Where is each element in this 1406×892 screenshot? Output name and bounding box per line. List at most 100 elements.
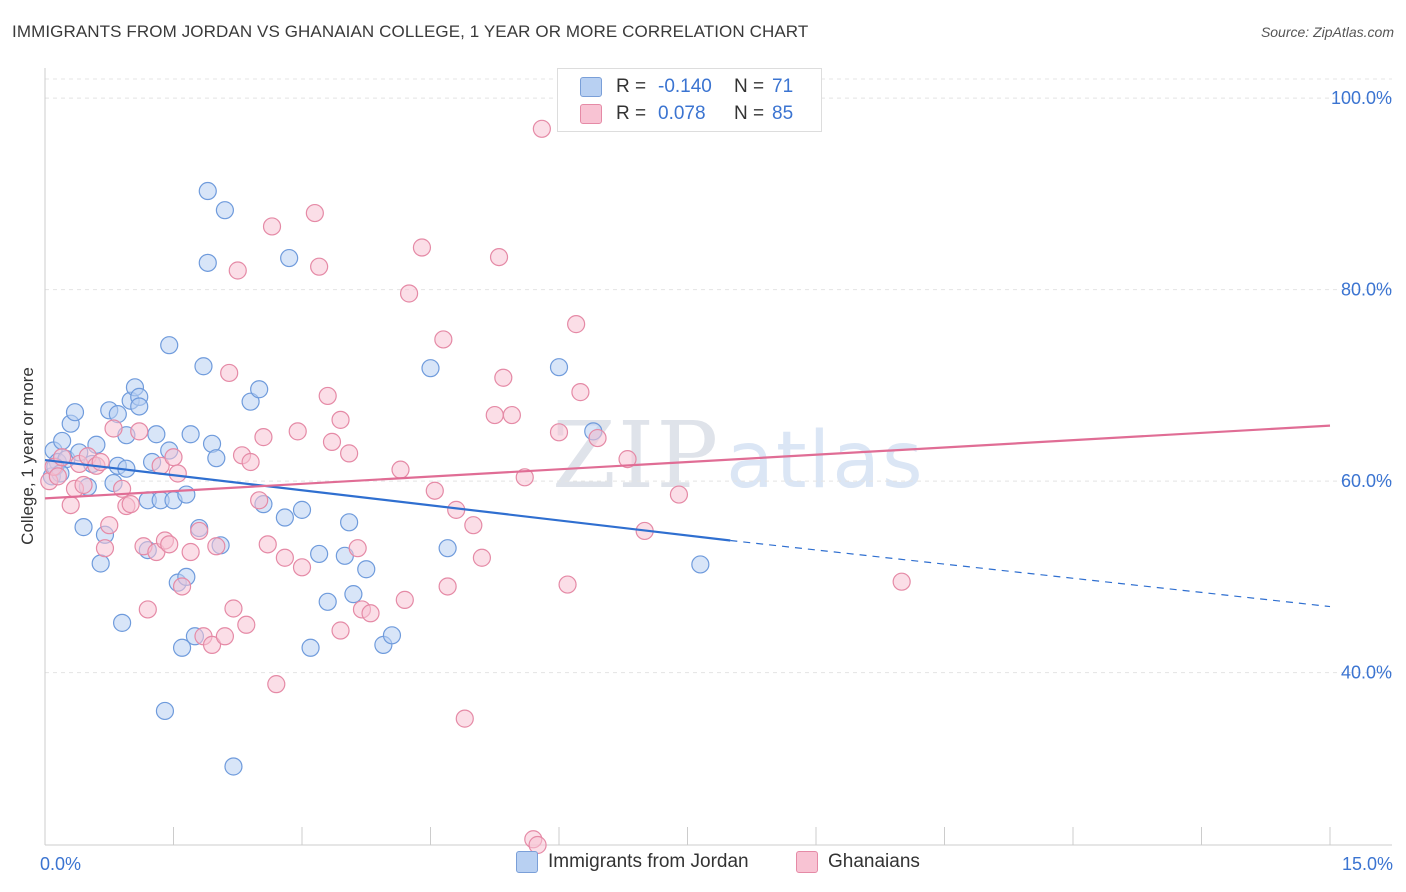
ghanaian-point	[61, 495, 80, 515]
ghanaian-point	[395, 590, 414, 609]
ghanaian-point	[130, 422, 149, 441]
ghanaian-point	[100, 516, 119, 535]
ghanaian-point	[502, 405, 521, 425]
ghanaian-point	[571, 383, 590, 402]
ghanaian-point	[494, 368, 513, 387]
ghanaian-point	[241, 452, 260, 472]
legend-item-ghanaians[interactable]: Ghanaians	[796, 851, 920, 873]
ghanaian-point	[331, 621, 350, 640]
ghanaian-point	[549, 423, 569, 442]
ghanaian-point	[258, 535, 277, 554]
n-value: 85	[772, 103, 794, 124]
ghanaian-point	[532, 119, 551, 138]
stats-row-ghanaians: R = 0.078 N = 85	[580, 101, 793, 127]
ghanaian-point	[220, 363, 239, 383]
legend-swatch-jordan	[516, 851, 538, 873]
ghanaian-point	[160, 535, 179, 554]
jordan-point	[130, 397, 149, 416]
grid-layer	[45, 78, 1392, 674]
jordan-trend-line	[44, 458, 731, 542]
ghanaian-point	[434, 330, 453, 349]
jordan-point	[357, 560, 376, 579]
jordan-point	[160, 336, 179, 355]
jordan-point	[310, 544, 329, 564]
ghanaian-point	[215, 627, 234, 646]
jordan-point	[241, 392, 260, 411]
chart-title: IMMIGRANTS FROM JORDAN VS GHANAIAN COLLE…	[12, 22, 809, 41]
legend-item-jordan[interactable]: Immigrants from Jordan	[516, 851, 749, 873]
ghanaian-point	[399, 284, 419, 303]
jordan-point	[292, 500, 312, 519]
ghanaian-point	[305, 203, 324, 223]
source-credit: Source: ZipAtlas.com	[1260, 24, 1394, 40]
ghanaian-point	[489, 247, 509, 267]
ghanaian-point	[267, 675, 286, 694]
stats-row-jordan: R = -0.140 N = 71	[580, 74, 793, 100]
ghanaian-point	[262, 217, 282, 236]
ghanaian-point	[74, 475, 93, 495]
jordan-point	[215, 201, 234, 220]
jordan-point	[340, 513, 359, 532]
y-tick-label: 100.0%	[1331, 88, 1392, 108]
ghanaian-point	[121, 495, 140, 514]
jordan-point	[438, 539, 457, 558]
watermark: ZIPatlas	[552, 402, 925, 509]
jordan-point	[301, 638, 320, 657]
jordan-point	[53, 431, 72, 451]
ghanaian-point	[104, 419, 123, 438]
ghanaian-point	[168, 464, 187, 483]
ghanaian-point	[558, 575, 577, 594]
ghanaian-point	[588, 428, 607, 448]
jordan-point	[250, 380, 269, 399]
y-axis-label: College, 1 year or more	[18, 367, 37, 545]
r-label: R =	[616, 103, 647, 124]
ghanaian-point	[318, 386, 337, 406]
legend-swatch-ghanaians	[796, 851, 818, 873]
ghanaian-point	[224, 599, 243, 618]
ghanaian-point	[485, 405, 504, 425]
n-label: N =	[734, 76, 765, 97]
jordan-point	[198, 181, 217, 201]
axis-layer	[44, 68, 1392, 846]
jordan-point	[172, 638, 192, 657]
ghanaian-point	[237, 615, 256, 634]
jordan-point	[280, 248, 299, 268]
ghanaian-point	[228, 261, 247, 280]
ghanaian-point	[618, 450, 637, 469]
ghanaian-point	[464, 516, 483, 535]
y-tick-label: 60.0%	[1341, 471, 1392, 491]
jordan-point	[181, 425, 200, 444]
ghanaian-point	[310, 257, 329, 276]
r-value: 0.078	[658, 103, 706, 124]
ghanaian-point	[412, 238, 432, 257]
jordan-point	[65, 403, 85, 422]
stats-legend-box: R = -0.140 N = 71 R = 0.078 N = 85	[557, 68, 822, 132]
ghanaian-point	[254, 428, 273, 447]
r-label: R =	[616, 76, 647, 97]
ghanaian-point	[455, 709, 474, 728]
jordan-point	[207, 449, 226, 468]
jordan-swatch	[580, 77, 602, 97]
ghanaians-trend-line	[44, 424, 1331, 500]
ghanaian-point	[669, 485, 689, 504]
ghanaian-point	[391, 460, 410, 479]
legend-label-jordan: Immigrants from Jordan	[548, 851, 749, 872]
jordan-point	[275, 508, 294, 527]
tick-label-layer: 40.0% 60.0% 80.0% 100.0% 0.0% 15.0%	[40, 88, 1393, 874]
ghanaian-point	[275, 548, 294, 567]
ghanaians-swatch	[580, 104, 602, 124]
ghanaian-point	[361, 604, 380, 623]
ghanaian-point	[340, 444, 359, 463]
ghanaian-point	[207, 537, 226, 556]
jordan-point	[691, 555, 710, 574]
ghanaian-point	[164, 448, 183, 467]
ghanaian-point	[181, 542, 200, 562]
jordan-point	[382, 626, 402, 645]
ghanaian-point	[472, 548, 491, 567]
jordan-point	[344, 585, 363, 604]
y-tick-label: 40.0%	[1341, 663, 1392, 683]
ghanaian-point	[322, 432, 342, 451]
x-tick-label: 15.0%	[1342, 854, 1393, 874]
jordan-point	[549, 358, 569, 377]
